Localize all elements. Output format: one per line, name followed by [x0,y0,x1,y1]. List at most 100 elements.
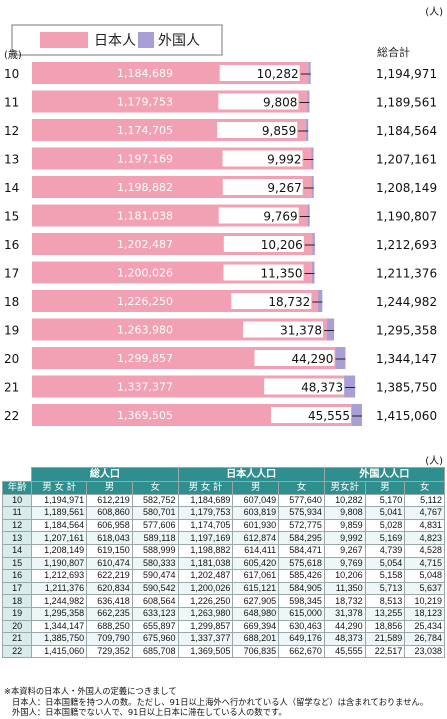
value-cell: 584,471 [278,543,325,558]
value-cell: 5,112 [404,493,445,508]
value-cell: 603,819 [232,506,280,520]
category-label: 20 [4,352,19,366]
value-cell: 11,350 [323,581,366,596]
value-cell: 607,049 [232,493,280,508]
value-cell: 1,200,026 [177,581,234,596]
data-label-japanese: 1,337,377 [117,381,173,394]
data-label-japanese: 1,198,882 [117,181,173,194]
age-cell: 17 [1,581,33,596]
bar-foreign [326,318,335,341]
age-cell: 22 [1,644,33,659]
value-cell: 618,043 [86,531,133,545]
category-label: 22 [4,409,19,423]
value-cell: 1,202,487 [177,569,234,583]
value-cell: 26,784 [404,632,445,646]
age-cell: 21 [1,632,33,646]
bar-foreign [307,90,310,113]
total-value: 1,208,149 [376,181,437,195]
value-cell: 633,123 [131,606,179,621]
value-cell: 10,282 [323,493,366,508]
value-cell: 575,934 [278,506,325,520]
value-cell: 605,420 [232,556,280,571]
bar-foreign [317,290,323,312]
data-label-foreign-bg [222,179,303,195]
value-cell: 1,179,753 [177,506,234,520]
age-cell: 11 [1,506,33,520]
category-label: 15 [4,210,19,224]
value-cell: 1,299,857 [177,619,234,634]
value-cell: 1,197,169 [177,531,234,545]
group-header-total: 総人口 [31,467,179,482]
value-cell: 1,198,882 [177,543,234,558]
value-cell: 619,150 [86,543,133,558]
group-header-japanese: 日本人人口 [177,467,325,482]
table-row: 11 1,189,561 608,860 580,701 1,179,753 603,81… [1,506,445,520]
value-cell: 1,207,161 [31,531,88,545]
value-cell: 18,856 [364,619,406,634]
footnote-japanese: 日本人：日本国籍を持つ人の数。ただし、91日以上海外へ行かれている人（留学など）… [12,696,429,707]
data-label-foreign-bg [264,378,345,395]
value-cell: 1,190,807 [31,556,88,571]
value-cell: 615,000 [278,606,325,621]
data-label-japanese: 1,197,169 [117,153,173,166]
bar-foreign [308,62,311,84]
value-cell: 1,181,038 [177,556,234,571]
value-cell: 5,713 [364,581,406,596]
value-cell: 627,905 [232,594,280,608]
value-cell: 649,176 [278,632,325,646]
value-cell: 5,048 [404,569,445,583]
value-cell: 688,250 [86,619,133,634]
data-label-foreign-bg [243,321,324,338]
value-cell: 5,170 [364,493,406,508]
table-row: 18 1,244,982 636,418 608,564 1,226,250 627,90… [1,594,445,608]
total-value: 1,344,147 [376,352,437,366]
bar-foreign [312,233,315,255]
table-row: 16 1,212,693 622,219 590,474 1,202,487 617,06… [1,569,445,583]
category-label: 13 [4,153,19,167]
value-cell: 709,790 [86,632,133,646]
value-cell: 1,369,505 [177,644,234,659]
age-header: 年齢 [1,481,33,495]
value-cell: 5,028 [364,518,406,533]
value-cell: 688,201 [232,632,280,646]
value-cell: 4,823 [404,531,445,545]
value-cell: 589,118 [131,531,179,545]
column-header: 女 [278,481,325,495]
value-cell: 580,333 [131,556,179,571]
data-label-foreign-bg [218,93,299,110]
value-cell: 617,061 [232,569,280,583]
population-table: 総人口 日本人人口 外国人人口 年齢男 女 計男女男 女 計男女男女計男女 10… [1,467,446,659]
value-cell: 615,121 [232,581,280,596]
category-label: 19 [4,324,19,338]
column-header: 男女計 [323,481,366,495]
data-label-foreign: 9,859 [262,124,296,138]
total-value: 1,385,750 [376,381,437,395]
total-value: 1,212,693 [376,238,437,252]
value-cell: 729,352 [86,644,133,659]
data-label-japanese: 1,200,026 [117,267,173,280]
value-cell: 588,999 [131,543,179,558]
total-value: 1,207,161 [376,153,437,167]
value-cell: 590,542 [131,581,179,596]
category-label: 18 [4,295,19,309]
value-cell: 572,775 [278,518,325,533]
value-cell: 9,808 [323,506,366,520]
data-label-foreign-bg [231,293,312,309]
value-cell: 655,897 [131,619,179,634]
age-cell: 20 [1,619,33,634]
table-corner [3,468,32,482]
value-cell: 648,980 [232,606,280,621]
value-cell: 1,212,693 [31,569,88,583]
footnote-foreign: 外国人：日本国籍でない人で、91日以上日本に滞在している人の数です。 [12,707,287,717]
table-row: 12 1,184,564 606,958 577,606 1,174,705 601,93… [1,518,445,533]
value-cell: 601,930 [232,518,280,533]
data-label-foreign: 48,373 [301,381,343,395]
value-cell: 45,555 [323,644,366,659]
data-label-foreign: 45,555 [308,409,350,423]
category-label: 14 [4,181,19,195]
data-label-japanese: 1,184,689 [117,67,173,80]
value-cell: 608,564 [131,594,179,608]
value-cell: 585,426 [278,569,325,583]
bar-foreign [311,176,314,198]
table-row: 13 1,207,161 618,043 589,118 1,197,169 612,87… [1,531,445,545]
